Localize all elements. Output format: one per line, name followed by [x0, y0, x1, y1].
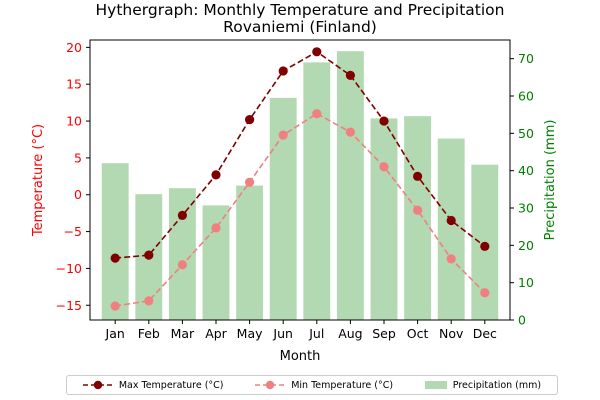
- x-tick-label: Nov: [439, 326, 464, 341]
- min-temperature-point-feb: [144, 296, 154, 306]
- max-temperature-point-aug: [345, 70, 355, 80]
- max-temperature-point-nov: [446, 215, 456, 226]
- right-y-axis: 0 10 20 30 40 50 60 70: [510, 51, 534, 328]
- min-temperature-point-sep: [379, 162, 389, 172]
- precipitation-bar-aug: [336, 51, 364, 320]
- right-y-tick-label: 30: [518, 201, 534, 216]
- max-temperature-point-mar: [177, 210, 187, 220]
- min-temperature-point-nov: [446, 254, 456, 264]
- x-tick-label: Aug: [338, 326, 362, 341]
- chart-subtitle: Rovaniemi (Finland): [223, 18, 377, 36]
- precipitation-bar-oct: [404, 116, 432, 320]
- min-temperature-point-jul: [312, 109, 322, 119]
- max-temperature-point-jan: [110, 253, 120, 263]
- left-y-tick-label: −15: [56, 298, 82, 313]
- x-tick-label: Feb: [138, 326, 160, 341]
- min-temperature-line: [115, 112, 486, 307]
- legend-item-min-temperature: Min Temperature (°C): [255, 380, 393, 391]
- precipitation-swatch: [424, 381, 447, 389]
- legend-label-min: Min Temperature (°C): [291, 379, 394, 391]
- x-tick-label: Mar: [171, 326, 195, 341]
- max-temperature-point-jul: [312, 47, 322, 57]
- precipitation-bar-sep: [370, 118, 398, 321]
- x-axis: Jan Feb Mar Apr May Jun Jul Aug Sep Oct Nov Dec: [105, 320, 497, 341]
- precipitation-bar-may: [236, 185, 264, 320]
- right-y-axis-label: Precipitation (mm): [543, 120, 558, 241]
- right-y-tick-label: 50: [518, 126, 534, 141]
- x-tick-label: Jul: [308, 326, 324, 341]
- min-temperature-point-aug: [345, 127, 355, 137]
- plot-area-frame: [89, 39, 511, 321]
- max-temperature-point-feb: [144, 250, 154, 260]
- precipitation-bar-mar: [168, 188, 196, 320]
- chart-title: Hythergraph: Monthly Temperature and Pre…: [96, 1, 505, 19]
- precipitation-bars: [101, 51, 499, 321]
- min-temperature-series: [110, 109, 490, 311]
- left-y-tick-label: 0: [74, 187, 82, 202]
- min-temperature-point-mar: [177, 260, 187, 270]
- max-temperature-point-oct: [413, 171, 423, 181]
- left-y-axis-label: Temperature (°C): [31, 124, 46, 237]
- max-temperature-line: [115, 50, 486, 259]
- x-tick-label: Jun: [272, 326, 293, 341]
- x-tick-label: Jan: [105, 326, 125, 341]
- precipitation-bar-nov: [437, 138, 465, 320]
- min-temperature-point-dec: [480, 288, 490, 298]
- x-tick-label: Sep: [372, 326, 396, 341]
- min-temperature-point-jun: [278, 130, 288, 140]
- max-temperature-point-may: [245, 114, 255, 125]
- legend-item-max-temperature: Max Temperature (°C): [82, 379, 224, 391]
- legend-item-precipitation: Precipitation (mm): [424, 379, 542, 391]
- x-tick-label: Dec: [473, 326, 497, 341]
- min-temperature-point-jan: [110, 301, 120, 311]
- left-y-tick-label: 20: [66, 40, 82, 55]
- legend-label-precipitation: Precipitation (mm): [452, 379, 542, 391]
- precipitation-bar-jul: [303, 62, 331, 321]
- x-tick-label: Apr: [205, 326, 227, 341]
- left-y-tick-label: −5: [64, 224, 82, 239]
- right-y-tick-label: 60: [518, 89, 534, 104]
- right-y-tick-label: 20: [518, 238, 534, 253]
- x-tick-label: May: [237, 326, 263, 341]
- left-y-tick-label: −10: [56, 261, 82, 276]
- right-y-tick-label: 0: [518, 313, 526, 328]
- left-y-tick-label: 10: [66, 114, 82, 129]
- left-y-tick-label: 5: [74, 150, 82, 165]
- x-tick-label: Oct: [407, 326, 429, 341]
- legend-label-max: Max Temperature (°C): [118, 379, 224, 391]
- right-y-tick-label: 10: [518, 275, 534, 290]
- precipitation-bar-apr: [202, 205, 230, 320]
- max-temperature-point-sep: [379, 116, 389, 126]
- precipitation-bar-jan: [101, 163, 129, 320]
- max-temperature-point-dec: [480, 241, 490, 251]
- min-temperature-point-oct: [413, 205, 423, 215]
- min-temperature-point-apr: [211, 223, 221, 233]
- right-y-tick-label: 40: [518, 163, 534, 178]
- left-y-tick-label: 15: [66, 77, 82, 92]
- min-temperature-point-may: [245, 177, 255, 187]
- max-temperature-point-apr: [211, 170, 221, 180]
- right-y-tick-label: 70: [518, 51, 534, 66]
- max-temperature-series: [110, 47, 490, 263]
- x-axis-label: Month: [280, 349, 321, 364]
- max-temperature-swatch: [82, 380, 113, 390]
- chart-legend: Max Temperature (°C) Min Temperature (°C…: [66, 375, 558, 395]
- left-y-axis: −15 −10 −5 0 5 10 15 20: [56, 40, 90, 313]
- max-temperature-point-jun: [278, 66, 288, 76]
- min-temperature-swatch: [255, 380, 286, 390]
